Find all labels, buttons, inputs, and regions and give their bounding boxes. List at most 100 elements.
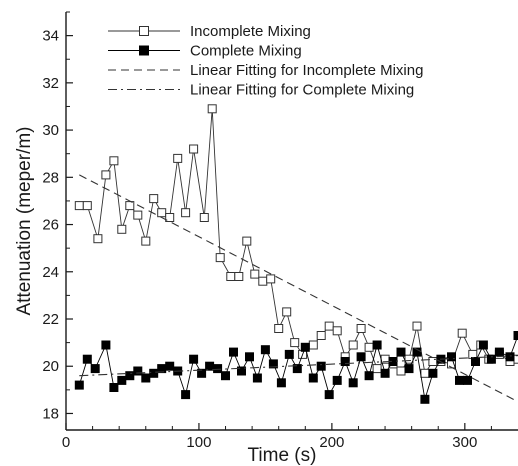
data-point: [348, 340, 358, 350]
data-point: [101, 170, 111, 180]
data-point: [290, 338, 300, 348]
data-point: [260, 345, 270, 355]
data-point: [396, 347, 406, 357]
y-tick-label: 30: [42, 122, 59, 139]
data-point: [252, 373, 262, 383]
data-point: [316, 361, 326, 371]
data-point: [93, 234, 103, 244]
data-point: [420, 394, 430, 404]
x-tick-label: 100: [186, 434, 211, 451]
data-point: [364, 342, 374, 352]
data-point: [133, 366, 143, 376]
data-point: [82, 201, 92, 211]
data-point: [250, 269, 260, 279]
data-point: [478, 340, 488, 350]
data-point: [505, 352, 515, 362]
data-point: [324, 321, 334, 331]
data-point: [356, 352, 366, 362]
data-point: [300, 342, 310, 352]
y-tick-label: 28: [42, 169, 59, 186]
data-point: [455, 375, 464, 385]
data-point: [494, 347, 504, 357]
data-point: [90, 364, 100, 374]
data-point: [229, 347, 238, 357]
legend-item-complete-mixing: Complete Mixing: [108, 43, 302, 60]
data-point: [189, 144, 199, 154]
y-tick-label: 24: [42, 264, 59, 281]
series-linear-fitting-for-complete-mixing: [79, 355, 518, 377]
data-point: [404, 364, 414, 374]
x-tick-label: 300: [452, 434, 477, 451]
data-point: [109, 156, 119, 166]
data-point: [74, 380, 84, 390]
data-point: [237, 366, 246, 376]
data-point: [513, 354, 518, 364]
series-complete-mixing: [74, 331, 518, 404]
data-point: [181, 390, 191, 400]
data-point: [101, 340, 111, 350]
data-point: [82, 354, 92, 364]
data-point: [420, 368, 430, 378]
data-point: [149, 368, 159, 378]
data-point: [141, 236, 151, 246]
data-point: [242, 236, 252, 246]
data-point: [266, 274, 276, 284]
data-point: [428, 357, 438, 366]
y-tick-label: 18: [42, 405, 59, 422]
data-point: [117, 224, 127, 234]
data-point: [197, 368, 207, 378]
data-point: [463, 375, 472, 385]
legend-item-linear-fitting-for-complete-mixing: Linear Fitting for Complete Mixing: [108, 82, 414, 99]
data-point: [447, 352, 456, 362]
data-point: [332, 375, 342, 385]
data-point: [332, 326, 342, 336]
y-tick-label: 20: [42, 358, 59, 375]
data-point: [157, 208, 167, 218]
data-point: [471, 357, 480, 366]
data-point: [207, 104, 217, 114]
y-tick-label: 26: [42, 217, 59, 234]
data-point: [74, 201, 84, 211]
data-point: [428, 368, 438, 378]
data-point: [149, 194, 159, 204]
data-point: [380, 368, 390, 378]
y-tick-label: 22: [42, 311, 59, 328]
data-point: [308, 340, 318, 350]
data-point: [181, 208, 191, 218]
legend-item-incomplete-mixing: Incomplete Mixing: [108, 23, 311, 40]
data-point: [348, 378, 358, 388]
data-point: [274, 324, 284, 333]
data-point: [356, 324, 366, 333]
series-line: [79, 174, 518, 403]
data-point: [125, 201, 135, 211]
data-point: [213, 364, 223, 374]
data-point: [457, 328, 467, 338]
data-point: [364, 371, 374, 381]
legend-item-linear-fitting-for-incomplete-mixing: Linear Fitting for Incomplete Mixing: [108, 62, 423, 79]
data-point: [268, 359, 278, 369]
data-point: [258, 276, 268, 286]
data-point: [372, 364, 382, 374]
legend: Incomplete Mixing Complete Mixing Linear F…: [108, 23, 423, 99]
legend-label: Linear Fitting for Complete Mixing: [190, 82, 414, 99]
data-point: [340, 357, 350, 366]
data-point: [284, 349, 294, 359]
data-point: [412, 321, 422, 331]
data-point: [125, 371, 135, 381]
data-point: [165, 213, 175, 222]
legend-label: Linear Fitting for Incomplete Mixing: [190, 62, 423, 79]
data-point: [404, 354, 414, 364]
legend-label: Complete Mixing: [190, 43, 302, 60]
data-point: [199, 213, 209, 222]
y-tick-label: 32: [42, 75, 59, 92]
legend-marker: [139, 45, 149, 56]
series-line: [79, 355, 518, 377]
x-tick-label: 200: [319, 434, 344, 451]
data-point: [324, 390, 334, 400]
y-tick-label: 34: [42, 28, 59, 45]
data-point: [173, 153, 183, 163]
x-axis-title: Time (s): [248, 445, 317, 466]
data-point: [486, 354, 496, 364]
